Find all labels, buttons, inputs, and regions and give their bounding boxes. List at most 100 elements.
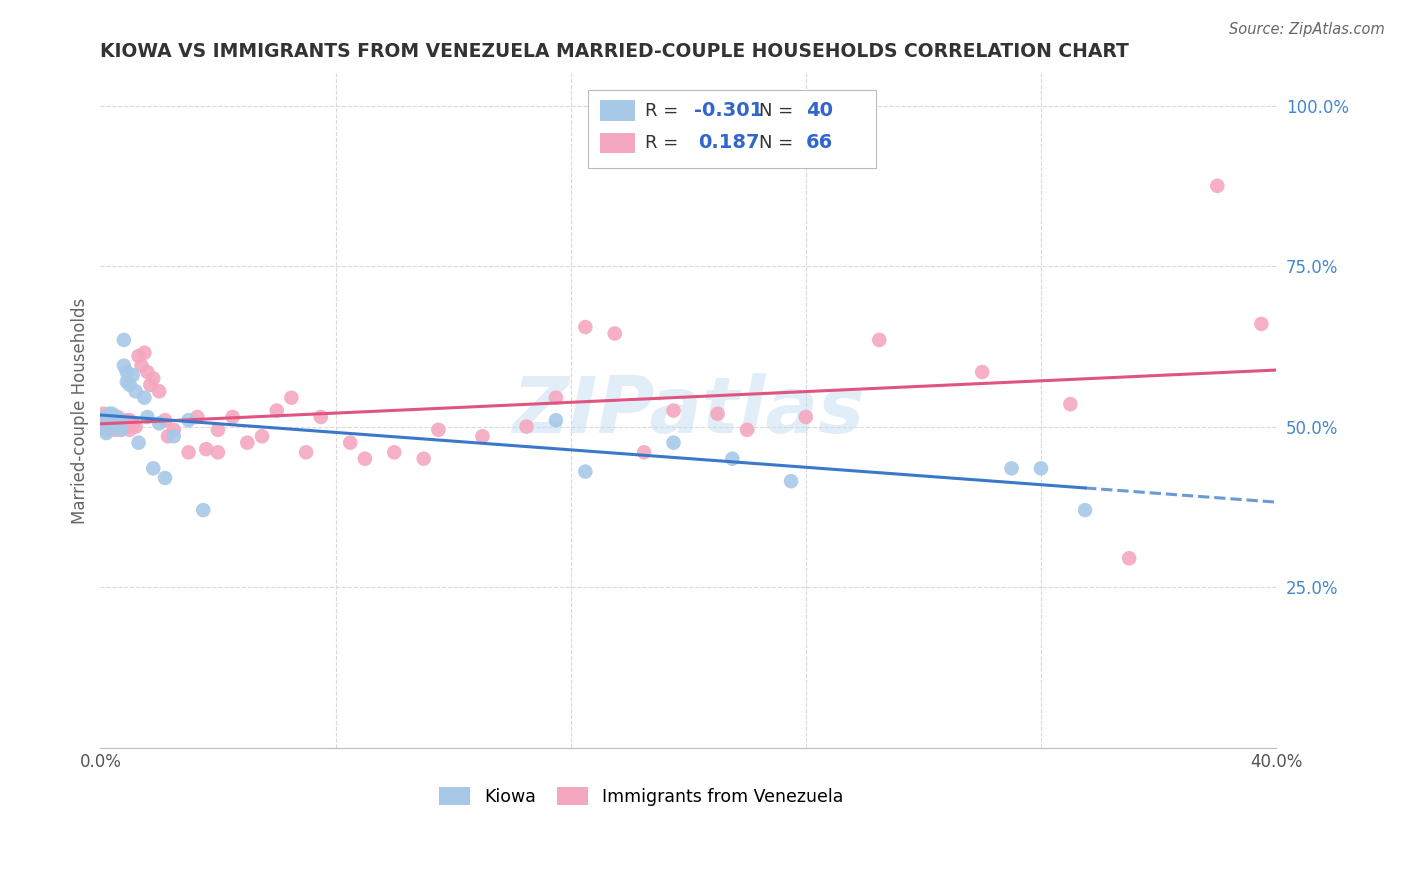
Point — [101, 407, 124, 421]
Point — [142, 461, 165, 475]
Point — [163, 423, 186, 437]
Point — [574, 465, 596, 479]
Point — [250, 429, 273, 443]
Point — [153, 471, 176, 485]
Point — [98, 417, 121, 431]
Point — [121, 368, 143, 383]
Point — [1074, 503, 1097, 517]
Text: Source: ZipAtlas.com: Source: ZipAtlas.com — [1229, 22, 1385, 37]
Point — [1118, 551, 1140, 566]
Point — [101, 419, 124, 434]
Point — [136, 365, 159, 379]
Text: R =: R = — [645, 134, 689, 152]
Point — [128, 435, 150, 450]
Point — [121, 417, 143, 431]
Point — [98, 413, 121, 427]
Point — [574, 320, 596, 334]
Text: R =: R = — [645, 102, 683, 120]
Text: -0.301: -0.301 — [695, 101, 763, 120]
Point — [1029, 461, 1052, 475]
Point — [1000, 461, 1022, 475]
Point — [195, 442, 218, 456]
Point — [107, 417, 129, 431]
Point — [186, 409, 208, 424]
Point — [309, 409, 332, 424]
Point — [516, 419, 538, 434]
Point — [735, 423, 758, 437]
Point — [148, 384, 170, 399]
Text: 66: 66 — [806, 134, 832, 153]
Point — [104, 423, 127, 437]
Point — [104, 419, 127, 434]
Point — [382, 445, 405, 459]
Point — [221, 409, 243, 424]
Point — [96, 423, 118, 437]
Point — [101, 413, 124, 427]
Point — [124, 384, 146, 399]
Point — [972, 365, 994, 379]
Legend: Kiowa, Immigrants from Venezuela: Kiowa, Immigrants from Venezuela — [432, 780, 851, 814]
Point — [128, 349, 150, 363]
Point — [110, 413, 132, 427]
Point — [115, 419, 138, 434]
Point — [112, 417, 135, 431]
Point — [412, 451, 434, 466]
Point — [91, 419, 114, 434]
Point — [177, 413, 200, 427]
Point — [101, 417, 124, 431]
Point — [104, 413, 127, 427]
Point — [633, 445, 655, 459]
Point — [110, 423, 132, 437]
Point — [107, 417, 129, 431]
Text: N =: N = — [759, 134, 799, 152]
Point — [544, 391, 567, 405]
Point — [156, 429, 179, 443]
Point — [118, 423, 141, 437]
Point — [662, 435, 685, 450]
Point — [124, 419, 146, 434]
Point — [98, 407, 121, 421]
Point — [354, 451, 377, 466]
Point — [868, 333, 890, 347]
Point — [112, 359, 135, 373]
Point — [110, 423, 132, 437]
Point — [339, 435, 361, 450]
Point — [118, 377, 141, 392]
Point — [544, 413, 567, 427]
Point — [706, 407, 728, 421]
Point — [295, 445, 318, 459]
Point — [91, 407, 114, 421]
Point — [266, 403, 288, 417]
Point — [662, 403, 685, 417]
Point — [91, 413, 114, 427]
Point — [104, 409, 127, 424]
Point — [96, 409, 118, 424]
Point — [1250, 317, 1272, 331]
Point — [153, 413, 176, 427]
Point — [118, 413, 141, 427]
Point — [136, 409, 159, 424]
Point — [780, 474, 803, 488]
Point — [134, 345, 156, 359]
Point — [427, 423, 450, 437]
Point — [101, 409, 124, 424]
Point — [107, 419, 129, 434]
Point — [236, 435, 259, 450]
Point — [96, 425, 118, 440]
Point — [112, 333, 135, 347]
Point — [163, 429, 186, 443]
Point — [280, 391, 302, 405]
Point — [148, 417, 170, 431]
Point — [207, 423, 229, 437]
Point — [98, 423, 121, 437]
Point — [1206, 178, 1229, 193]
Point — [96, 409, 118, 424]
Text: N =: N = — [759, 102, 799, 120]
FancyBboxPatch shape — [588, 90, 876, 168]
Point — [115, 413, 138, 427]
Point — [603, 326, 626, 341]
Point — [794, 409, 817, 424]
Point — [177, 445, 200, 459]
Point — [471, 429, 494, 443]
Point — [107, 409, 129, 424]
